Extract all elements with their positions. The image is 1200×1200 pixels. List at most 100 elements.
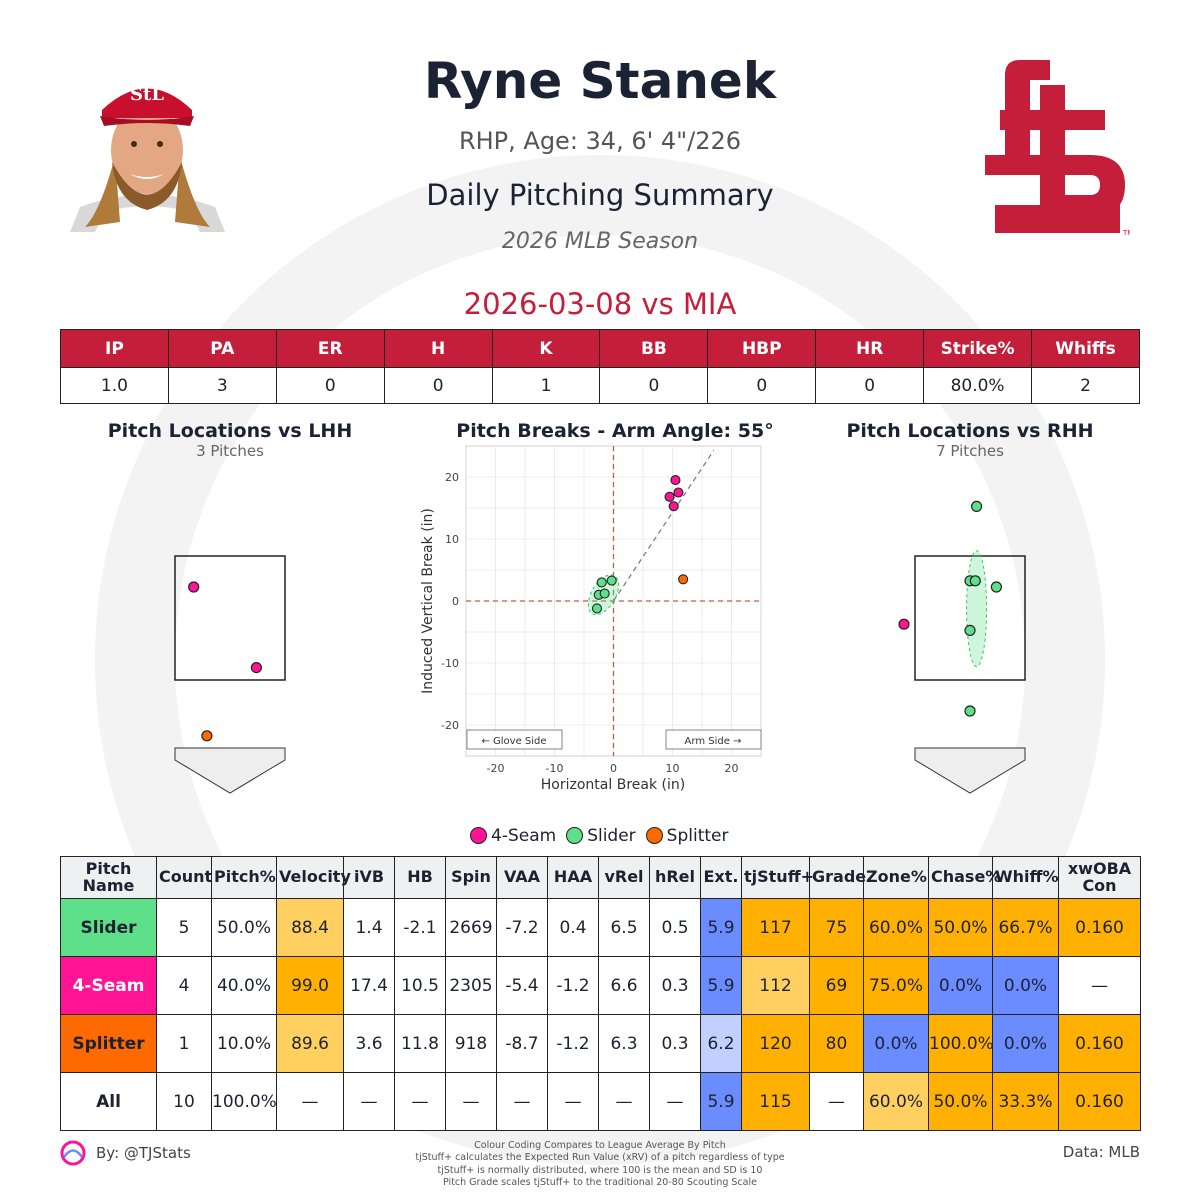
- cell-hb: 10.5: [394, 956, 446, 1015]
- stat-header-hbp: HBP: [707, 329, 817, 368]
- stat-header-hr: HR: [815, 329, 925, 368]
- legend-swatch: [470, 827, 487, 844]
- svg-text:StL: StL: [130, 84, 164, 105]
- column-header-count: Count: [156, 856, 212, 899]
- legend-label: Splitter: [666, 826, 729, 846]
- stat-header-row: IP PA ER H K BB HBP HR Strike% Whiffs: [60, 329, 1140, 368]
- pitch-point-4-seam: [250, 662, 263, 674]
- break-point-4-seam: [664, 491, 675, 502]
- cell-haa: 0.4: [547, 898, 599, 957]
- rhh-location-chart: [898, 500, 1026, 794]
- cell-vrel: 6.5: [598, 898, 650, 957]
- cell-whiff: 0.0%: [992, 1014, 1059, 1073]
- lhh-location-chart: [174, 555, 286, 794]
- stat-value-h: 0: [383, 367, 493, 404]
- cell-pitch: 10.0%: [211, 1014, 277, 1073]
- cell-spin: 2669: [445, 898, 497, 957]
- cell-whiff: 66.7%: [992, 898, 1059, 957]
- break-point-splitter: [678, 574, 689, 585]
- column-header-ext: Ext.: [700, 856, 742, 899]
- cell-ivb: 1.4: [343, 898, 395, 957]
- footer-note: Colour Coding Compares to League Average…: [474, 1140, 726, 1151]
- footer-note: tjStuff+ is normally distributed, where …: [437, 1164, 763, 1176]
- cell-pitch: 50.0%: [211, 898, 277, 957]
- cell-ext: 5.9: [700, 898, 742, 957]
- table-row-4-seam: 4-Seam 4 40.0% 99.0 17.4 10.5 2305 -5.4 -1.2 6.6 0…: [60, 956, 1141, 1015]
- table-row-splitter: Splitter 1 10.0% 89.6 3.6 11.8 918 -8.7 -1.2 6.3 0…: [60, 1014, 1141, 1073]
- footer-note: tjStuff+ calculates the Expected Run Val…: [415, 1152, 785, 1164]
- strike-zone: [174, 555, 286, 681]
- table-row-all: All 10 100.0% — — — — — — — —5.9 115—60.0% 50.0% 33.3…: [60, 1072, 1141, 1131]
- cell-vaa: -7.2: [496, 898, 548, 957]
- footer-note: Pitch Grade scales tjStuff+ to the tradi…: [443, 1177, 757, 1189]
- cell-grade: 80: [809, 1014, 864, 1073]
- x-tick-label: -20: [487, 762, 505, 775]
- cell-vaa: -8.7: [496, 1014, 548, 1073]
- column-header-vaa: VAA: [496, 856, 548, 899]
- column-header-pitch: Pitch%: [211, 856, 277, 899]
- y-tick-label: -20: [441, 719, 459, 732]
- break-point-slider: [596, 577, 607, 588]
- breaks-title: Pitch Breaks - Arm Angle: 55°: [456, 420, 774, 442]
- column-header-whiff: Whiff%: [992, 856, 1059, 899]
- glove-side-annotation: ← Glove Side: [466, 729, 563, 750]
- cell-haa: -1.2: [547, 956, 599, 1015]
- player-name: Ryne Stanek: [423, 52, 777, 110]
- break-point-4-seam: [673, 487, 684, 498]
- y-tick-label: 10: [445, 533, 459, 546]
- pitch-point-slider: [990, 581, 1003, 593]
- legend-swatch: [566, 827, 584, 844]
- y-tick-label: -10: [441, 657, 459, 670]
- byline-text: By: @TJStats: [96, 1144, 191, 1162]
- player-info: RHP, Age: 34, 6' 4"/226: [458, 127, 742, 155]
- stat-header-bb: BB: [599, 329, 709, 368]
- stat-value-pa: 3: [167, 367, 277, 404]
- cell-ext: 5.9: [700, 1072, 742, 1131]
- cell-velocity: 99.0: [276, 956, 344, 1015]
- break-point-slider: [591, 603, 603, 614]
- cell-pitch: 100.0%: [211, 1072, 277, 1131]
- stat-value-er: 0: [275, 367, 385, 404]
- cell-hb: -2.1: [394, 898, 446, 957]
- stat-header-ip: IP: [60, 329, 169, 368]
- cell-hrel: 0.3: [649, 956, 701, 1015]
- cell-vaa: —: [496, 1072, 548, 1131]
- cell-grade: —: [809, 1072, 864, 1131]
- cell-spin: 918: [445, 1014, 497, 1073]
- cell-zone: 75.0%: [863, 956, 929, 1015]
- cell-tjstuff: 117: [741, 898, 810, 957]
- rhh-subtitle: 7 Pitches: [936, 442, 1004, 460]
- lhh-title: Pitch Locations vs LHH: [107, 420, 353, 442]
- cell-xwoba-con: 0.160: [1058, 1072, 1141, 1131]
- pitch-name-cell: Slider: [60, 898, 157, 957]
- column-header-vrel: vRel: [598, 856, 650, 899]
- lhh-panel-header: Pitch Locations vs LHH 3 Pitches: [60, 420, 400, 460]
- cell-vrel: 6.6: [598, 956, 650, 1015]
- pitch-name-cell: All: [60, 1072, 157, 1131]
- cell-count: 4: [156, 956, 212, 1015]
- x-tick-label: -10: [546, 762, 564, 775]
- game-line: 2026-03-08 vs MIA: [463, 287, 737, 321]
- cell-count: 5: [156, 898, 212, 957]
- summary-title: Daily Pitching Summary: [426, 178, 774, 212]
- cell-vrel: —: [598, 1072, 650, 1131]
- stat-header-er: ER: [275, 329, 385, 368]
- cell-spin: 2305: [445, 956, 497, 1015]
- cell-hrel: —: [649, 1072, 701, 1131]
- stat-value-hr: 0: [815, 367, 925, 404]
- strike-zone: [914, 555, 1026, 681]
- cell-zone: 60.0%: [863, 898, 929, 957]
- column-header-velocity: Velocity: [276, 856, 351, 899]
- cell-chase: 100.0%: [928, 1014, 994, 1073]
- cell-count: 10: [156, 1072, 212, 1131]
- column-header-tjstuff: tjStuff+: [741, 856, 814, 899]
- column-header-haa: HAA: [547, 856, 599, 899]
- pitch-point-slider: [964, 624, 976, 636]
- x-axis-label: Horizontal Break (in): [541, 777, 685, 793]
- data-source: Data: MLB: [1062, 1143, 1140, 1161]
- cell-chase: 50.0%: [928, 1072, 993, 1131]
- cell-velocity: 89.6: [276, 1014, 344, 1073]
- footer-notes: Colour Coding Compares to League Average…: [380, 1140, 820, 1189]
- arm-side-label: Arm Side →: [685, 736, 742, 747]
- slider-spread-ellipse: [966, 550, 988, 668]
